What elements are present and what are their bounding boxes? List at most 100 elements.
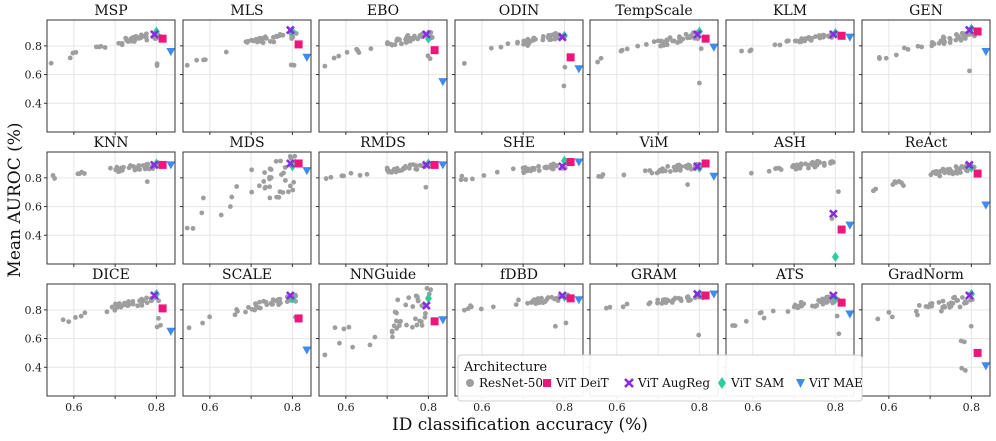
point-vit-deit [837, 225, 846, 234]
panel-frame [454, 19, 584, 133]
point-resnet50 [962, 367, 968, 373]
point-resnet50 [685, 294, 691, 300]
legend-label: ViT AugReg [637, 376, 710, 390]
panel-title: ViM [639, 135, 669, 151]
point-resnet50 [332, 325, 338, 331]
point-resnet50 [144, 300, 150, 306]
point-resnet50 [540, 34, 546, 39]
point-resnet50 [607, 304, 613, 310]
panel-frame [182, 283, 312, 397]
point-resnet50 [277, 189, 283, 195]
panel-frame [46, 283, 176, 397]
point-resnet50 [397, 168, 403, 174]
point-resnet50 [952, 294, 958, 300]
point-resnet50 [947, 304, 953, 310]
panel-title: MLS [230, 3, 263, 19]
point-resnet50 [677, 168, 683, 173]
x-tick-label: 0.8 [420, 401, 438, 414]
point-resnet50 [661, 299, 667, 305]
point-resnet50 [954, 298, 960, 303]
point-vit-mae [845, 221, 855, 230]
point-vit-deit [837, 31, 846, 40]
y-tick-label: 0.6 [25, 333, 43, 346]
point-vit-deit [158, 160, 167, 169]
point-resnet50 [244, 39, 250, 45]
point-resnet50 [115, 166, 121, 172]
point-resnet50 [967, 68, 972, 74]
point-resnet50 [292, 153, 298, 159]
point-resnet50 [821, 160, 827, 166]
legend-label: ViT MAE [808, 376, 863, 390]
point-resnet50 [498, 44, 504, 50]
point-vit-deit [158, 34, 167, 43]
point-resnet50 [130, 35, 136, 40]
point-resnet50 [75, 171, 81, 177]
point-resnet50 [114, 302, 120, 308]
point-resnet50 [954, 166, 960, 172]
point-resnet50 [461, 60, 467, 66]
point-resnet50 [947, 35, 953, 41]
point-vit-deit [973, 169, 982, 178]
panel-frame [589, 151, 719, 265]
legend-marker [543, 379, 551, 387]
point-resnet50 [78, 313, 84, 319]
x-tick-label: 0.8 [556, 401, 574, 414]
point-vit-deit [566, 158, 575, 167]
point-resnet50 [562, 64, 568, 70]
panel-react: ReAct [859, 135, 991, 267]
point-resnet50 [50, 173, 56, 178]
point-resnet50 [118, 304, 124, 310]
point-vit-mae [438, 161, 448, 170]
point-resnet50 [828, 160, 833, 166]
point-resnet50 [646, 301, 652, 307]
point-vit-deit [566, 53, 575, 62]
point-resnet50 [119, 42, 125, 48]
point-resnet50 [417, 33, 423, 38]
point-resnet50 [488, 45, 494, 51]
x-tick-label: 0.8 [963, 401, 981, 414]
point-resnet50 [770, 308, 776, 314]
point-resnet50 [262, 170, 268, 175]
point-resnet50 [194, 57, 200, 63]
point-resnet50 [965, 168, 970, 174]
point-resnet50 [834, 313, 840, 319]
point-resnet50 [933, 168, 939, 174]
point-vit-augreg [421, 301, 431, 310]
point-resnet50 [928, 303, 934, 309]
y-tick-label: 0.8 [25, 40, 43, 53]
point-resnet50 [415, 298, 421, 304]
point-resnet50 [669, 300, 675, 305]
point-resnet50 [806, 165, 811, 171]
point-resnet50 [836, 331, 842, 337]
point-resnet50 [389, 328, 395, 334]
point-resnet50 [667, 168, 673, 174]
point-resnet50 [490, 304, 496, 310]
point-resnet50 [621, 172, 627, 178]
point-resnet50 [528, 300, 534, 305]
point-resnet50 [287, 183, 293, 189]
point-resnet50 [201, 57, 206, 63]
point-resnet50 [549, 32, 555, 38]
point-resnet50 [394, 310, 399, 316]
point-resnet50 [331, 55, 337, 61]
point-resnet50 [73, 315, 78, 320]
point-resnet50 [257, 299, 262, 305]
point-resnet50 [268, 175, 274, 180]
point-resnet50 [263, 184, 268, 190]
point-resnet50 [747, 48, 753, 54]
legend-title: Architecture [463, 360, 547, 375]
panel-title: ReAct [905, 135, 948, 151]
panel-title: ODIN [499, 3, 539, 19]
panel-title: TempScale [615, 3, 692, 19]
point-resnet50 [901, 45, 907, 51]
point-vit-augreg [285, 159, 295, 168]
point-resnet50 [144, 295, 149, 301]
point-resnet50 [647, 168, 653, 173]
point-resnet50 [367, 342, 373, 348]
point-resnet50 [516, 297, 521, 303]
point-resnet50 [385, 41, 390, 47]
point-resnet50 [889, 314, 895, 320]
point-resnet50 [66, 319, 72, 325]
point-resnet50 [940, 298, 946, 304]
point-resnet50 [665, 164, 671, 169]
